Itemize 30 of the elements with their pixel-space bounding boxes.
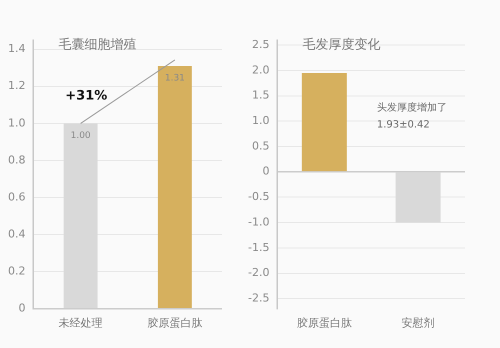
y-tick-label: 0 <box>262 164 270 178</box>
data-label: 1.00 <box>70 130 91 141</box>
y-tick-label: 1.0 <box>8 116 26 130</box>
y-tick-label: 1.0 <box>252 114 270 128</box>
chart-title: 毛发厚度变化 <box>302 36 380 52</box>
y-tick-label: 0.5 <box>252 139 270 152</box>
chart-title: 毛囊细胞增殖 <box>58 37 136 52</box>
y-tick-label: 1.2 <box>8 79 26 92</box>
y-tick-label: -1.5 <box>248 240 270 254</box>
y-tick-label: -2.0 <box>248 266 270 280</box>
x-tick-label: 安慰剂 <box>402 316 435 330</box>
data-label: 1.31 <box>164 73 185 84</box>
y-tick-label: 0.8 <box>8 153 26 166</box>
annotation: 头发厚度增加了 <box>376 102 447 114</box>
x-tick-label: 胶原蛋白肽 <box>147 316 202 330</box>
y-tick-label: -0.5 <box>248 190 270 204</box>
y-tick-label: 1.5 <box>252 88 270 102</box>
y-tick-label: 0.2 <box>8 264 26 278</box>
annotation: +31% <box>65 88 108 104</box>
y-tick-label: 2.0 <box>252 63 270 76</box>
x-tick-label: 胶原蛋白肽 <box>296 316 352 330</box>
y-tick-label: -1.0 <box>248 215 270 228</box>
y-tick-label: -2.5 <box>248 292 270 305</box>
y-tick-label: 0.6 <box>8 190 26 204</box>
y-tick-label: 0.4 <box>8 228 26 241</box>
annotation: 1.93±0.42 <box>376 120 430 131</box>
x-tick-label: 未经处理 <box>58 316 103 330</box>
y-tick-label: 0 <box>18 302 26 315</box>
y-tick-label: 2.5 <box>252 38 270 51</box>
y-tick-label: 1.4 <box>8 42 26 56</box>
